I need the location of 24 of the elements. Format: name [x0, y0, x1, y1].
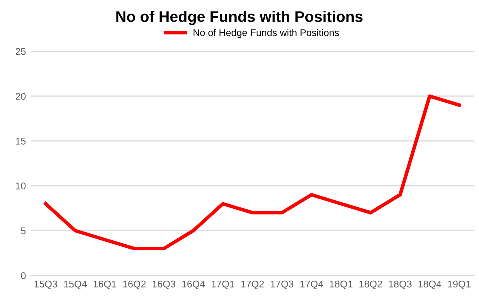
- x-tick-label: 16Q1: [94, 280, 116, 290]
- x-tick-label: 17Q1: [212, 280, 235, 290]
- x-tick-label: 15Q3: [34, 280, 58, 290]
- x-tick-label: 18Q3: [389, 280, 412, 290]
- x-tick-label: 18Q2: [360, 280, 382, 290]
- x-tick-label: 15Q4: [64, 280, 88, 290]
- x-tick-label: 17Q2: [242, 280, 264, 290]
- chart-title: No of Hedge Funds with Positions: [116, 11, 363, 26]
- x-tick-label: 18Q4: [418, 280, 442, 290]
- y-tick-label: 10: [16, 182, 26, 190]
- x-tick-label: 17Q4: [300, 280, 324, 290]
- y-tick-label: 0: [21, 272, 26, 280]
- y-tick-label: 20: [16, 93, 26, 100]
- line-series: [44, 94, 462, 251]
- legend-label: No of Hedge Funds with Positions: [194, 29, 340, 38]
- x-tick-label: 16Q2: [123, 280, 146, 290]
- x-tick-label: 19Q1: [448, 280, 471, 290]
- y-tick-label: 15: [16, 138, 26, 145]
- y-tick-label: 5: [21, 228, 26, 235]
- x-tick-label: 18Q1: [330, 280, 353, 290]
- x-tick-label: 16Q3: [152, 280, 176, 290]
- x-tick-label: 16Q4: [182, 280, 206, 290]
- y-tick-label: 25: [16, 48, 26, 56]
- x-tick-label: 17Q3: [271, 280, 294, 290]
